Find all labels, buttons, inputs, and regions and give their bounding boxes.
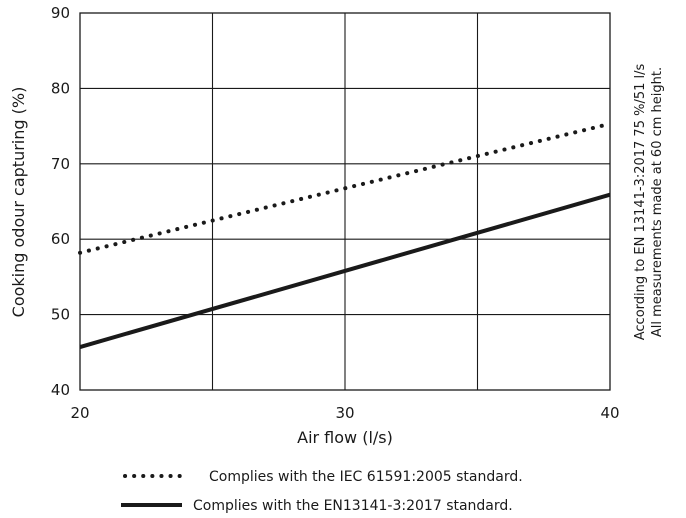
y-tick-label: 90 bbox=[51, 4, 70, 22]
legend: Complies with the IEC 61591:2005 standar… bbox=[121, 469, 523, 514]
y-axis-title: Cooking odour capturing (%) bbox=[9, 87, 28, 318]
x-tick-labels: 20 30 40 bbox=[70, 404, 619, 422]
x-tick-label: 30 bbox=[335, 404, 354, 422]
legend-label-iec: Complies with the IEC 61591:2005 standar… bbox=[209, 469, 523, 485]
series-line-1 bbox=[78, 121, 612, 255]
y-tick-label: 50 bbox=[51, 306, 70, 324]
y-tick-label: 40 bbox=[51, 381, 70, 399]
series-lines bbox=[78, 121, 612, 349]
y-tick-label: 80 bbox=[51, 79, 70, 97]
x-tick-label: 20 bbox=[70, 404, 89, 422]
legend-label-en: Complies with the EN13141-3:2017 standar… bbox=[193, 498, 513, 514]
y-tick-labels: 40 50 60 70 80 90 bbox=[51, 4, 70, 399]
series-line-2 bbox=[79, 192, 611, 349]
x-axis-title: Air flow (l/s) bbox=[297, 428, 393, 447]
gridlines bbox=[80, 13, 610, 390]
y-tick-label: 70 bbox=[51, 155, 70, 173]
side-note-line-2: All measurements made at 60 cm height. bbox=[650, 67, 665, 337]
x-tick-label: 40 bbox=[600, 404, 619, 422]
y-tick-label: 60 bbox=[51, 230, 70, 248]
side-note-line-1: According to EN 13141-3:2017 75 %/51 l/s bbox=[633, 64, 648, 341]
